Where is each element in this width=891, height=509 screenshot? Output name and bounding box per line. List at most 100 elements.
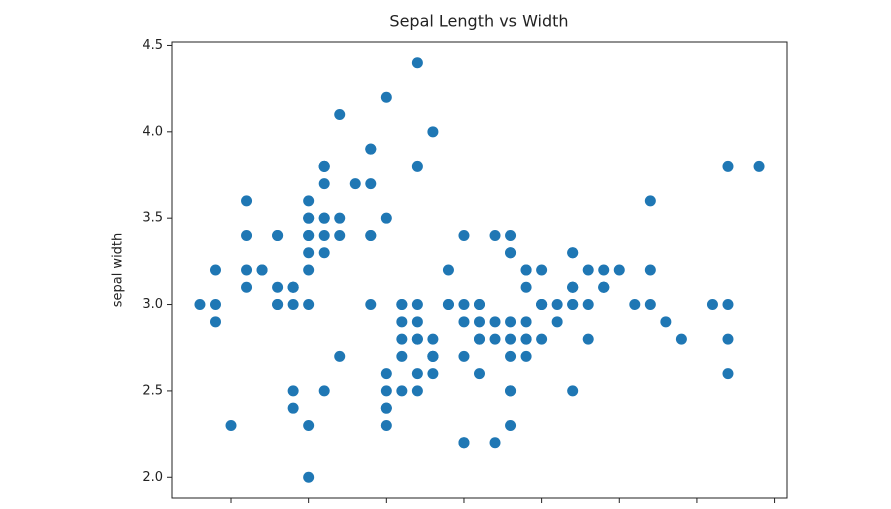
point (567, 385, 579, 397)
point (474, 299, 485, 311)
point (334, 350, 346, 362)
point (365, 143, 377, 155)
point (241, 281, 253, 293)
y-tick-label: 4.0 (142, 124, 163, 139)
point (505, 385, 517, 397)
point (567, 299, 579, 311)
point (505, 419, 517, 431)
point (644, 195, 656, 207)
point (380, 91, 392, 103)
point (334, 212, 346, 224)
point (287, 385, 299, 397)
point (287, 402, 299, 414)
point (411, 57, 423, 69)
point (474, 316, 485, 328)
point (411, 316, 423, 328)
point (458, 299, 470, 311)
plot-frame (171, 41, 788, 499)
point (380, 385, 392, 397)
point (505, 229, 517, 241)
point (303, 419, 315, 431)
point (613, 264, 625, 276)
point (675, 333, 687, 345)
y-tick-label: 2.5 (142, 383, 163, 398)
point (225, 419, 237, 431)
y-tick-label: 2.0 (142, 470, 163, 485)
point (209, 264, 221, 276)
point (318, 385, 330, 397)
point (272, 229, 284, 241)
point (505, 316, 517, 328)
point (209, 299, 221, 311)
point (474, 333, 485, 345)
point (722, 368, 734, 380)
point (411, 368, 423, 380)
point (272, 281, 284, 293)
point (489, 437, 501, 449)
point (380, 402, 392, 414)
point (706, 299, 718, 311)
point (365, 229, 377, 241)
point (287, 299, 299, 311)
point (489, 229, 501, 241)
point (722, 299, 734, 311)
point (536, 333, 548, 345)
y-axis-label: sepal width (111, 233, 126, 308)
point (318, 160, 330, 172)
point (209, 316, 221, 328)
point (505, 333, 517, 345)
point (194, 299, 206, 311)
point (256, 264, 268, 276)
point (551, 299, 563, 311)
point (380, 212, 392, 224)
point (753, 160, 765, 172)
point (396, 385, 408, 397)
point (520, 316, 532, 328)
point (303, 264, 315, 276)
y-tick-label: 3.0 (142, 297, 163, 312)
point (318, 212, 330, 224)
point (349, 178, 361, 190)
chart-title: Sepal Length vs Width (389, 12, 568, 31)
point (598, 264, 610, 276)
point (303, 195, 315, 207)
point (505, 350, 517, 362)
point (520, 350, 532, 362)
point (598, 281, 610, 293)
point (318, 229, 330, 241)
point (442, 264, 454, 276)
point (303, 229, 315, 241)
point (303, 212, 315, 224)
point (520, 264, 532, 276)
point (411, 160, 423, 172)
point (334, 229, 346, 241)
point (427, 126, 439, 138)
point (287, 281, 299, 293)
point (458, 316, 470, 328)
point (396, 299, 408, 311)
point (411, 299, 423, 311)
point (365, 299, 377, 311)
point (458, 437, 470, 449)
point (380, 368, 392, 380)
point (660, 316, 672, 328)
point (551, 316, 563, 328)
point (334, 109, 346, 121)
point (411, 385, 423, 397)
point (458, 350, 470, 362)
point (567, 281, 579, 293)
point (582, 299, 594, 311)
point (380, 419, 392, 431)
point (536, 264, 548, 276)
point (303, 247, 315, 259)
point (318, 178, 330, 190)
point (396, 350, 408, 362)
point (411, 333, 423, 345)
point (474, 368, 485, 380)
point (241, 195, 253, 207)
point (303, 299, 315, 311)
point (396, 333, 408, 345)
point (427, 368, 439, 380)
point (489, 333, 501, 345)
point (520, 281, 532, 293)
